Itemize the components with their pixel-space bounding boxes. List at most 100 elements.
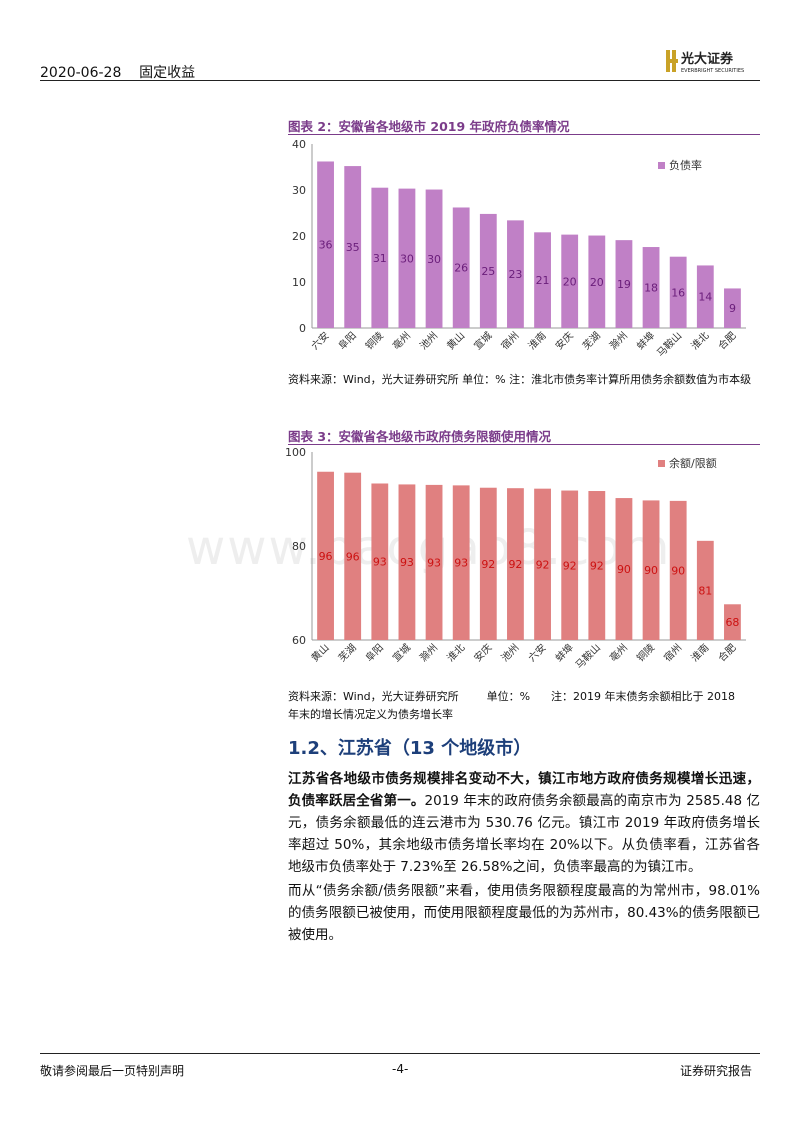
- x-tick-label: 淮北: [445, 642, 468, 665]
- x-tick-label: 芜湖: [335, 641, 358, 664]
- x-tick-label: 阜阳: [363, 641, 386, 664]
- bar-data-label: 16: [671, 286, 685, 299]
- bar: [615, 498, 633, 640]
- figure2-source: 资料来源：Wind，光大证券研究所 单位：% 注：淮北市债务率计算所用债务余额数…: [288, 373, 752, 386]
- bar: [642, 247, 660, 328]
- footer-disclaimer: 敬请参阅最后一页特别声明: [40, 1064, 185, 1078]
- bar-data-label: 68: [725, 616, 739, 629]
- figure3-source-line2: 年末的增长情况定义为债务增长率: [288, 708, 453, 721]
- bar: [317, 471, 334, 640]
- footer-report-type: 证券研究报告: [680, 1064, 753, 1078]
- bar: [425, 484, 443, 640]
- figure2-rule: [288, 134, 760, 135]
- x-tick-label: 亳州: [390, 329, 413, 352]
- x-tick-label: 宿州: [661, 641, 684, 664]
- x-tick-label: 合肥: [715, 329, 738, 352]
- legend-label: 余额/限额: [669, 456, 717, 470]
- bar: [371, 483, 389, 640]
- header-rule: [40, 80, 760, 81]
- x-tick-label: 滁州: [607, 329, 630, 352]
- bar: [344, 166, 362, 328]
- bar: [507, 488, 524, 640]
- bar-data-label: 9: [729, 302, 736, 315]
- bar: [615, 240, 633, 328]
- x-tick-label: 黄山: [444, 329, 467, 352]
- bar: [588, 491, 606, 640]
- y-tick-label: 60: [292, 634, 306, 647]
- section-heading: 1.2、江苏省（13 个地级市）: [288, 738, 532, 759]
- bar-data-label: 90: [617, 563, 631, 576]
- x-tick-label: 宣城: [390, 641, 413, 664]
- x-tick-label: 六安: [525, 641, 548, 664]
- bar: [398, 188, 416, 328]
- paragraph-1-lead: 江苏省各地级市债务规模排名变动不大，镇江市地方政府债务规模增长迅速，负债率跃居全…: [288, 771, 760, 809]
- header-date-section: 2020-06-28 固定收益: [40, 65, 196, 81]
- bar: [588, 235, 606, 328]
- x-tick-label: 亳州: [607, 641, 630, 664]
- bar: [425, 189, 443, 328]
- x-tick-label: 宣城: [471, 329, 494, 352]
- figure3-title: 图表 3：安徽省各地级市政府债务限额使用情况: [288, 429, 552, 444]
- x-tick-label: 淮南: [525, 329, 548, 352]
- x-tick-label: 芜湖: [580, 329, 603, 352]
- bar-data-label: 30: [427, 253, 441, 266]
- bar-data-label: 19: [617, 278, 631, 291]
- bar-data-label: 36: [319, 239, 333, 252]
- bar-data-label: 93: [373, 556, 387, 569]
- x-tick-label: 滁州: [417, 641, 440, 664]
- x-tick-label: 宿州: [498, 329, 521, 352]
- bar-data-label: 14: [698, 291, 712, 304]
- figure2-title: 图表 2：安徽省各地级市 2019 年政府负债率情况: [288, 119, 570, 134]
- legend-label: 负债率: [669, 158, 702, 172]
- legend-swatch: [658, 162, 665, 169]
- figure2-chart: 0 10 20 30 40 36 六安 35 阜阳 31 铜陵 30 亳州 30 池州 26 黄山 25 宣城 23 宿…: [292, 138, 746, 359]
- y-tick-label: 0: [299, 322, 306, 335]
- figure3-chart: 60 80 100 96 黄山 96 芜湖 93 阜阳 93 宣城 93 滁州 93 淮北 92 安庆 92 池州 9…: [286, 446, 746, 671]
- figure3-rule: [288, 444, 760, 445]
- bar-data-label: 18: [644, 282, 658, 295]
- y-tick-label: 80: [292, 540, 306, 553]
- x-tick-label: 阜阳: [335, 329, 358, 352]
- x-tick-label: 合肥: [715, 641, 738, 664]
- y-tick-label: 40: [292, 138, 306, 151]
- bar: [642, 500, 660, 640]
- x-tick-label: 马鞍山: [654, 329, 684, 359]
- x-tick-label: 池州: [417, 329, 440, 352]
- y-tick-label: 20: [292, 230, 306, 243]
- x-tick-label: 马鞍山: [573, 641, 603, 671]
- logo-en-text: EVERBRIGHT SECURITIES: [681, 68, 744, 74]
- bar-data-label: 25: [481, 265, 495, 278]
- bar: [479, 487, 497, 640]
- bar-data-label: 23: [508, 268, 522, 281]
- bar: [398, 484, 416, 640]
- bar: [452, 207, 470, 328]
- bar-data-label: 92: [536, 558, 550, 571]
- bar: [479, 213, 497, 328]
- bar-data-label: 90: [671, 564, 685, 577]
- bar-data-label: 93: [400, 556, 414, 569]
- bar-data-label: 92: [590, 560, 604, 573]
- bar: [317, 161, 334, 328]
- y-tick-label: 100: [286, 446, 306, 459]
- bar: [696, 265, 714, 328]
- bar: [561, 490, 579, 640]
- paragraph-2: 而从“债务余额/债务限额”来看，使用债务限额程度最高的为常州市，98.01%的债…: [288, 883, 760, 943]
- bar: [696, 540, 714, 640]
- bar: [724, 288, 741, 328]
- bar-data-label: 81: [698, 584, 712, 597]
- bar: [534, 232, 551, 328]
- bar-data-label: 30: [400, 252, 414, 265]
- x-tick-label: 池州: [498, 641, 521, 664]
- y-tick-label: 30: [292, 184, 306, 197]
- bar: [371, 187, 389, 328]
- bar-data-label: 20: [563, 275, 577, 288]
- bar: [507, 220, 524, 328]
- bar-data-label: 20: [590, 276, 604, 289]
- bar: [344, 472, 362, 640]
- bar: [561, 234, 579, 328]
- x-tick-label: 蚌埠: [552, 641, 575, 664]
- bar-data-label: 92: [508, 558, 522, 571]
- bar: [724, 604, 741, 640]
- bar-data-label: 35: [346, 241, 360, 254]
- figure3-source-line1: 资料来源：Wind，光大证券研究所 单位：% 注：2019 年末债务余额相比于 …: [288, 690, 736, 703]
